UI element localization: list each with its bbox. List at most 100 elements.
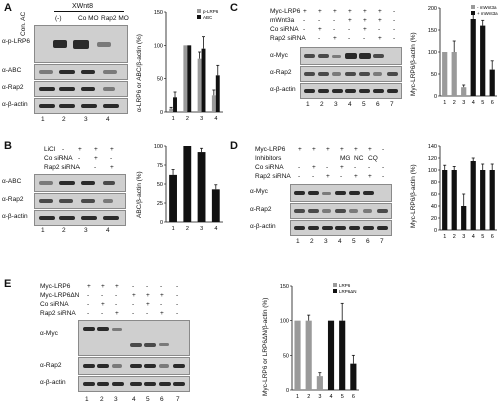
legend-label: - mWnt3a: [477, 5, 497, 10]
antibody-label: α-ABC: [2, 178, 22, 185]
condition-label: mWnt3a: [270, 17, 295, 24]
chart-ylabel: Myc-LRP6 or LRP6ΔN/β-actin (%): [262, 297, 269, 396]
x-tick-label: 3: [462, 100, 465, 106]
condition-mark: +: [87, 283, 91, 290]
condition-label: Myc-LRP6: [40, 283, 71, 290]
panel-letter-c: C: [230, 2, 238, 14]
condition-mark: -: [354, 164, 357, 171]
antibody-label: α-Rap2: [2, 196, 24, 203]
bar: [183, 45, 188, 113]
chart-ylabel: Myc-LRP6/β-actin (%): [410, 32, 417, 96]
y-tick-label: 0: [434, 228, 437, 234]
lane-number: 1: [85, 396, 89, 403]
condition-label: Rap2 siRNA: [40, 310, 76, 317]
x-tick-label: 3: [318, 394, 321, 400]
condition-mark: -: [176, 310, 179, 317]
lane-number: 5: [146, 396, 150, 403]
condition-mark: +: [110, 164, 114, 171]
condition-mark: -: [87, 292, 90, 299]
lane-number: 4: [132, 396, 136, 403]
x-tick-label: 2: [453, 100, 456, 106]
antibody-label: α-ABC: [2, 67, 22, 74]
lane-number: 4: [106, 116, 110, 123]
condition-mark: -: [348, 35, 351, 42]
x-tick-label: 2: [186, 226, 189, 232]
condition-mark: -: [393, 26, 396, 33]
condition-mark: -: [333, 26, 336, 33]
legend-swatch: [333, 289, 337, 293]
condition-mark: -: [382, 146, 385, 153]
condition-mark: -: [393, 35, 396, 42]
bar: [339, 320, 346, 390]
y-tick-label: 100: [154, 43, 163, 49]
condition-mark: -: [132, 310, 135, 317]
condition-mark: +: [378, 17, 382, 24]
y-tick-label: 140: [428, 144, 437, 150]
condition-mark: +: [354, 146, 358, 153]
x-tick-label: 4: [214, 226, 217, 232]
lane-number: 3: [84, 227, 88, 234]
lane-number: 7: [380, 238, 384, 245]
bar: [442, 52, 448, 96]
panel-letter-d: D: [230, 140, 238, 152]
condition-mark: -: [78, 155, 81, 162]
chart-ylabel: α-LRP6 or ABC/β-actin (%): [136, 34, 143, 112]
condition-mark: -: [378, 26, 381, 33]
bar: [173, 97, 177, 112]
lane-number: 1: [41, 227, 45, 234]
condition-mark: +: [146, 301, 150, 308]
lane-number: 3: [84, 116, 88, 123]
bar: [442, 170, 448, 230]
antibody-label: α-Rap2: [250, 206, 272, 213]
y-tick-label: 150: [428, 28, 437, 34]
condition-label: Co siRNA: [40, 301, 69, 308]
bar: [201, 48, 206, 112]
bar-chart-c: 0 50 100 150 200 1 2 3 4 5 6 - mWnt3a+ mWnt3a: [428, 5, 498, 106]
lane-number: 5: [352, 238, 356, 245]
y-tick-label: 150: [280, 284, 289, 290]
condition-mark: -: [94, 164, 97, 171]
condition-mark: +: [94, 146, 98, 153]
condition-mark: -: [303, 17, 306, 24]
bar: [350, 363, 357, 390]
condition-mark: -: [160, 283, 163, 290]
antibody-label: α-β-actin: [2, 101, 28, 108]
condition-mark: +: [363, 26, 367, 33]
blot-strip: [34, 81, 128, 97]
condition-mark: +: [78, 146, 82, 153]
y-tick-label: 50: [283, 353, 289, 359]
lane-number: 1: [296, 238, 300, 245]
condition-mark: -: [382, 173, 385, 180]
panel-letter-a: A: [4, 2, 12, 14]
x-tick-label: 6: [491, 100, 494, 106]
condition-mark: -: [132, 301, 135, 308]
condition-mark: +: [303, 8, 307, 15]
lane-number: 2: [320, 101, 324, 108]
condition-mark: -: [132, 283, 135, 290]
condition-label: Co siRNA: [255, 164, 284, 171]
condition-mark: -: [312, 173, 315, 180]
condition-mark: +: [340, 146, 344, 153]
bar: [197, 58, 202, 112]
condition-mark: +: [318, 26, 322, 33]
panel-letter-b: B: [4, 140, 12, 152]
condition-mark: -: [303, 35, 306, 42]
condition-mark: +: [378, 8, 382, 15]
x-tick-label: 3: [200, 116, 203, 122]
bar: [211, 95, 216, 112]
y-tick-label: 40: [431, 204, 437, 210]
condition-label: Rap2 siRNA: [44, 164, 80, 171]
condition-mark: +: [101, 283, 105, 290]
condition-mark: -: [78, 164, 81, 171]
bar: [470, 19, 476, 96]
bar: [197, 152, 206, 222]
antibody-label: α-Myc: [40, 330, 58, 337]
blot-strip: [34, 64, 128, 80]
condition-mark: +: [160, 310, 164, 317]
condition-mark: +: [340, 164, 344, 171]
bar: [169, 174, 177, 222]
antibody-label: α-p-LRP6: [2, 38, 30, 45]
condition-label: Inhibitors: [255, 155, 282, 162]
x-tick-label: 1: [296, 394, 299, 400]
lane-number: 6: [366, 238, 370, 245]
